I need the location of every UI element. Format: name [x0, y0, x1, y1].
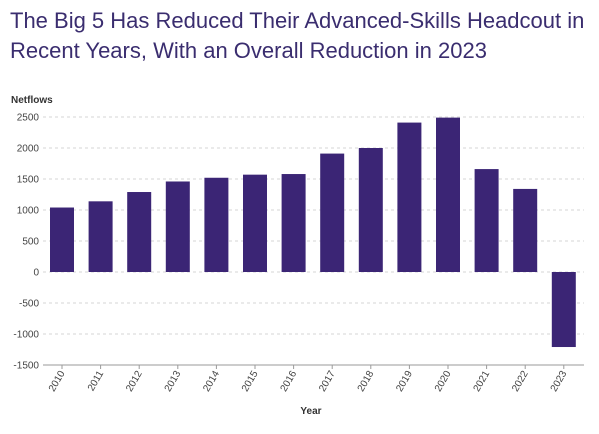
bar-2014	[204, 177, 229, 272]
x-axis-title: Year	[300, 406, 321, 417]
y-axis: 2500 2000 1500 1000 500 0 -500 -1000 -1500	[13, 113, 39, 372]
x-tick-label: 2019	[394, 369, 415, 394]
bar-2013	[165, 181, 190, 272]
x-tick-label: 2010	[47, 369, 68, 394]
x-tick-label: 2012	[124, 369, 145, 394]
y-axis-title: Netflows	[11, 95, 53, 106]
bar-2012	[127, 192, 152, 272]
x-tick-label: 2023	[549, 369, 570, 394]
bar-2015	[243, 174, 267, 272]
y-tick-label: -500	[19, 299, 39, 310]
bar-2021	[474, 169, 499, 272]
y-tick-label: 2000	[17, 144, 40, 155]
x-axis: 2010 2011 2012 2013 2014 2015 2016 2017 2018 2019…	[43, 364, 584, 394]
bar-2018	[358, 148, 383, 272]
bar-2017	[320, 153, 345, 272]
bar-2023	[551, 272, 576, 348]
y-tick-label: 1000	[17, 206, 40, 217]
bar-2020	[436, 117, 460, 273]
x-tick-label: 2018	[356, 369, 377, 394]
bar-2011	[88, 201, 113, 272]
gridlines	[43, 116, 584, 335]
x-tick-label: 2016	[279, 369, 300, 394]
bar-2019	[397, 122, 422, 272]
x-tick-label: 2013	[163, 369, 184, 394]
x-tick-label: 2014	[201, 369, 222, 394]
x-tick-label: 2015	[240, 369, 261, 394]
y-tick-label: 500	[22, 237, 39, 248]
x-tick-label: 2021	[472, 369, 493, 394]
y-tick-label: 2500	[17, 113, 40, 124]
y-tick-label: -1500	[13, 361, 39, 372]
y-tick-label: 0	[33, 268, 39, 279]
chart-title: The Big 5 Has Reduced Their Advanced-Ski…	[10, 8, 585, 63]
bar-2010	[50, 207, 74, 272]
y-tick-label: -1000	[13, 330, 39, 341]
x-tick-label: 2022	[510, 369, 531, 394]
bar-2022	[513, 188, 538, 272]
y-tick-label: 1500	[17, 175, 40, 186]
bars	[50, 117, 576, 348]
x-tick-label: 2011	[86, 369, 106, 394]
x-tick-label: 2020	[433, 369, 454, 394]
bar-2016	[281, 174, 306, 272]
x-tick-label: 2017	[317, 369, 338, 394]
